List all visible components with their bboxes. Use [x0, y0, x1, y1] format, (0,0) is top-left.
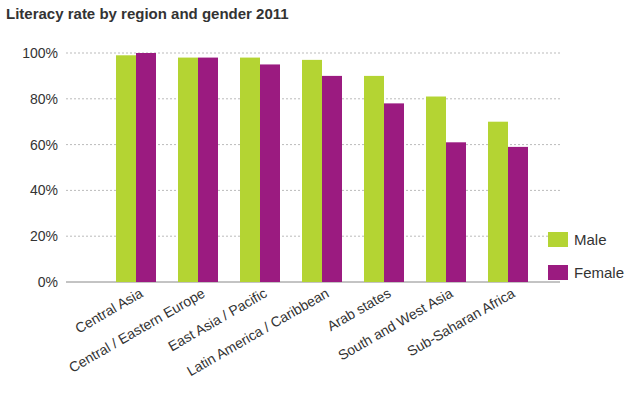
title: Literacy rate by region and gender 2011: [6, 5, 289, 22]
tick-label: 40%: [30, 182, 58, 198]
bar: [240, 58, 260, 282]
bar: [302, 60, 322, 282]
tick-label: 0%: [38, 274, 58, 290]
legend-swatch: [548, 265, 568, 280]
bars: [116, 53, 528, 282]
tick-label: 60%: [30, 137, 58, 153]
legend-swatch: [548, 232, 568, 247]
category-label: South and West Asia: [335, 285, 456, 364]
bar: [508, 147, 528, 282]
tick-label: 80%: [30, 91, 58, 107]
legend-label: Male: [574, 231, 607, 248]
bar: [364, 76, 384, 282]
category-label: East Asia / Pacific: [165, 285, 269, 354]
bar: [198, 58, 218, 282]
bar: [136, 53, 156, 282]
tick-label: 20%: [30, 228, 58, 244]
bar: [384, 103, 404, 282]
legend-label: Female: [574, 264, 624, 281]
category-label: Sub-Saharan Africa: [404, 285, 517, 360]
bar: [178, 58, 198, 282]
category-label: Latin America / Caribbean: [184, 285, 332, 379]
bar: [116, 55, 136, 282]
tick-label: 100%: [22, 45, 58, 61]
bar: [322, 76, 342, 282]
bar: [260, 64, 280, 282]
bar: [488, 122, 508, 282]
chart: Literacy rate by region and gender 2011 0…: [0, 0, 640, 411]
bar: [446, 142, 466, 282]
bar: [426, 97, 446, 282]
